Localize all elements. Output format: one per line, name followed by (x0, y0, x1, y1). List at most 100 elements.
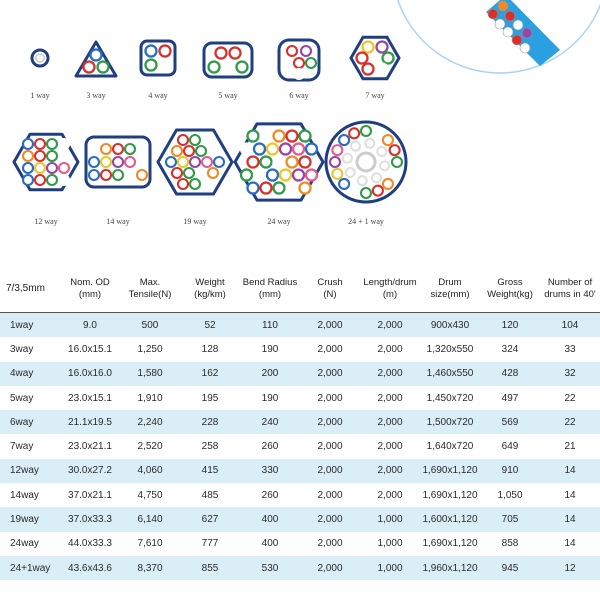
table-cell: 500 (120, 312, 180, 338)
table-cell: 14 (540, 458, 600, 484)
table-cell: 12way (0, 458, 60, 484)
table-cell: 22 (564, 392, 576, 404)
table-cell: 497 (501, 392, 519, 404)
table-cell: 200 (240, 361, 300, 386)
table-cell: 195 (201, 392, 219, 404)
table-cell: 19way (0, 507, 60, 532)
table-cell: 33 (564, 343, 576, 355)
table-cell: 1,910 (137, 392, 163, 404)
table-cell: 16.0x15.1 (68, 343, 112, 355)
table-cell: 2,000 (317, 538, 343, 550)
table-cell: 104 (540, 312, 600, 338)
header-cell-7: Drum size(mm) (420, 266, 480, 313)
bundle-24-plus-1-way-label: 24 + 1 way (348, 217, 384, 226)
table-cell: 2,000 (377, 441, 403, 453)
table-cell: 1,000 (360, 555, 420, 581)
table-cell: 2,000 (317, 489, 343, 501)
table-cell: 22 (540, 410, 600, 435)
table-cell: 2,000 (300, 458, 360, 484)
bundle-1-way: 1 way (30, 48, 50, 100)
bundle-6-way-label: 6 way (289, 91, 308, 100)
table-cell: 21.1x19.5 (60, 410, 120, 435)
table-cell: 7way (10, 441, 34, 453)
table-cell: 14way (10, 489, 39, 501)
table-cell: 428 (480, 361, 540, 386)
table-cell: 30.0x27.2 (60, 458, 120, 484)
table-cell: 330 (240, 458, 300, 484)
table-cell: 945 (480, 555, 540, 581)
bundle-4-way: 4 way (139, 39, 177, 100)
bundle-5-way: 5 way (202, 41, 254, 100)
header-cell-0: 7/3,5mm (0, 266, 60, 313)
table-row: 24way 44.0x33.3 7,610 777 400 2,000 1,000 1,690… (0, 532, 600, 556)
table-cell: 44.0x33.3 (68, 538, 112, 550)
table-cell: 1,960x1,120 (420, 555, 480, 581)
bundle-3-way: 3 way (74, 40, 118, 100)
table-cell: 2,000 (317, 343, 343, 355)
table-cell: 900x430 (420, 312, 480, 338)
table-cell: 2,000 (377, 489, 403, 501)
bundle-12-way: 12 way (12, 132, 80, 226)
table-cell: 258 (201, 441, 219, 453)
bundle-14-way: 14 way (84, 135, 152, 226)
table-cell: 4way (0, 361, 60, 386)
table-row: 7way 23.0x21.1 2,520 258 260 2,000 2,000 1,640x… (0, 434, 600, 458)
table-cell: 4,060 (120, 458, 180, 484)
table-cell: 8,370 (120, 555, 180, 581)
bundle-19-way-label: 19 way (183, 217, 206, 226)
table-cell: 260 (261, 489, 279, 501)
header-cell-3: Weight (kg/km) (180, 266, 240, 313)
table-cell: 37.0x33.3 (60, 507, 120, 532)
table-cell: 1,000 (360, 507, 420, 532)
table-cell: 4,750 (137, 489, 163, 501)
table-cell: 110 (240, 312, 300, 338)
table-cell: 37.0x21.1 (68, 489, 112, 501)
bundle-3-way-label: 3 way (86, 91, 105, 100)
table-row: 24+1way 43.6x43.6 8,370 855 530 2,000 1,000 1,9… (0, 555, 600, 581)
table-cell: 12 (540, 555, 600, 581)
table-cell: 14 (564, 538, 576, 550)
table-cell: 485 (201, 489, 219, 501)
table-cell: 162 (180, 361, 240, 386)
table-cell: 260 (261, 441, 279, 453)
table-cell: 649 (501, 441, 519, 453)
table-cell: 2,000 (300, 410, 360, 435)
table-row: 19way 37.0x33.3 6,140 627 400 2,000 1,000 1,600… (0, 507, 600, 532)
header-cell-2: Max. Tensile(N) (120, 266, 180, 313)
bundle-1-way-label: 1 way (30, 91, 49, 100)
bundle-6-way: 6 way (277, 38, 321, 100)
cable-sheath-photo (486, 0, 560, 66)
table-cell: 2,000 (360, 458, 420, 484)
table-cell: 2,000 (300, 507, 360, 532)
header-cell-4: Bend Radius (mm) (240, 266, 300, 313)
table-cell: 32 (540, 361, 600, 386)
table-cell: 23.0x21.1 (68, 441, 112, 453)
table-cell: 2,000 (360, 312, 420, 338)
table-cell: 415 (180, 458, 240, 484)
bundle-24-plus-1-way: 24 + 1 way (324, 120, 408, 226)
table-cell: 24way (10, 538, 39, 550)
table-cell: 1,690x1,120 (422, 489, 478, 501)
table-cell: 190 (261, 343, 279, 355)
table-row: 12way 30.0x27.2 4,060 415 330 2,000 2,000 1,690… (0, 458, 600, 484)
bundle-14-way-label: 14 way (106, 217, 129, 226)
table-cell: 1,580 (120, 361, 180, 386)
bundle-19-way: 19 way (156, 128, 234, 226)
table-cell: 23.0x15.1 (68, 392, 112, 404)
table-cell: 1,000 (377, 538, 403, 550)
table-cell: 2,520 (137, 441, 163, 453)
table-cell: 1,460x550 (420, 361, 480, 386)
table-cell: 240 (240, 410, 300, 435)
table-cell: 1,250 (137, 343, 163, 355)
table-cell: 2,000 (300, 555, 360, 581)
table-cell: 400 (261, 538, 279, 550)
table-cell: 2,000 (300, 312, 360, 338)
table-cell: 2,000 (360, 361, 420, 386)
table-cell: 228 (180, 410, 240, 435)
table-cell: 1,690x1,120 (420, 458, 480, 484)
specification-table: 7/3,5mm Nom. OD (mm) Max. Tensile(N) Weight (k… (0, 266, 600, 581)
table-cell: 9.0 (60, 312, 120, 338)
table-cell: 400 (240, 507, 300, 532)
table-row: 6way 21.1x19.5 2,240 228 240 2,000 2,000 1,500x… (0, 410, 600, 435)
table-cell: 1,640x720 (426, 441, 474, 453)
